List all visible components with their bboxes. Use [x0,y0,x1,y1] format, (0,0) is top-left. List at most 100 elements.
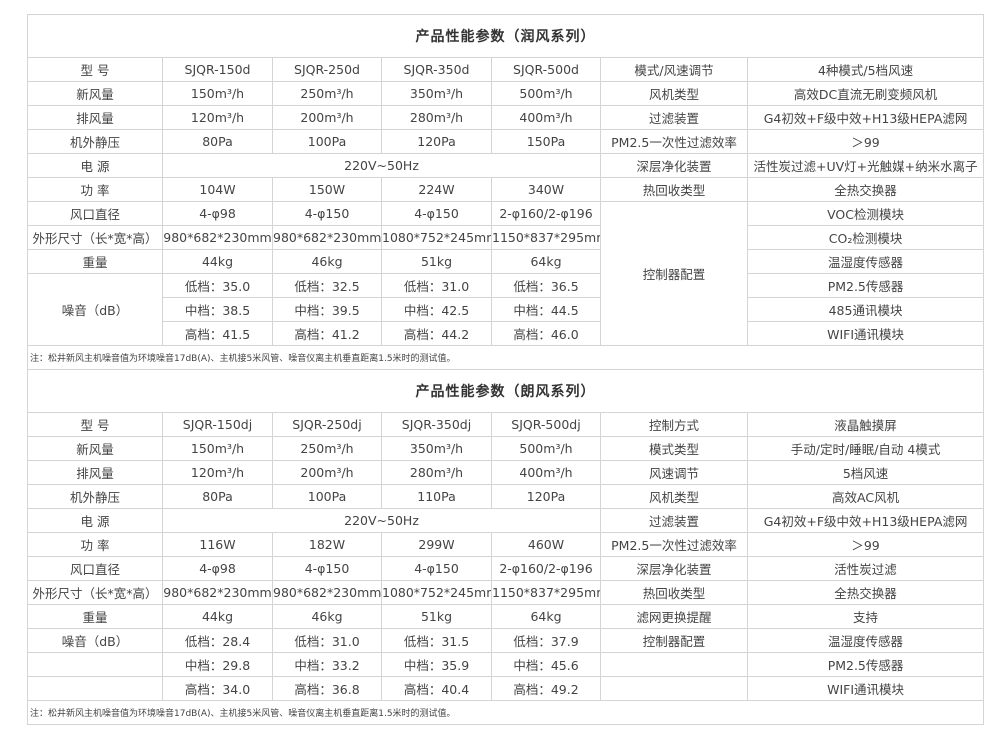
table-row: 机外静压 80Pa 100Pa 120Pa 150Pa PM2.5一次性过滤效率 ＞99 [27,129,985,154]
model-value: SJQR-150dj [162,412,273,437]
model-value: 350m³/h [381,81,492,106]
feature-label: 过滤装置 [600,105,748,130]
feature-value: 全热交换器 [746,580,985,605]
table-row: 风口直径 4-φ98 4-φ150 4-φ150 2-φ160/2-φ196 深层净化装置… [27,556,985,581]
model-value: 299W [381,532,492,557]
model-value: 44kg [162,604,273,629]
model-value: 980*682*230mm [162,225,273,250]
model-value: 100Pa [272,129,382,154]
model-value: 高档：41.2 [272,321,382,346]
model-value: 44kg [162,249,273,274]
model-value: 低档：32.5 [272,273,382,298]
model-value: 低档：37.9 [491,628,601,653]
model-value: 80Pa [162,129,273,154]
model-value: 980*682*230mm [162,580,273,605]
model-value: 高档：49.2 [491,676,601,701]
model-value: 51kg [381,249,492,274]
model-value: SJQR-500dj [491,412,601,437]
feature-value: 4种模式/5档风速 [746,57,985,82]
model-value: 4-φ150 [272,201,382,226]
model-value: 高档：41.5 [162,321,273,346]
feature-label: 风速调节 [600,460,748,485]
feature-value: PM2.5传感器 [746,273,985,298]
row-label: 功 率 [27,532,163,557]
table-row: 电 源 220V~50Hz 过滤装置 G4初效+F级中效+H13级HEPA滤网 [27,508,985,533]
row-label: 风口直径 [27,201,163,226]
feature-value: WIFI通讯模块 [746,321,985,346]
model-value: 1080*752*245mm [381,580,492,605]
model-value: 150m³/h [162,436,273,461]
model-value: 104W [162,177,273,202]
note-row: 注：松井新风主机噪音值为环境噪音17dB(A)、主机接5米风管、噪音仪离主机垂直… [26,700,985,725]
model-value: 64kg [491,604,601,629]
spec-table-0: 产品性能参数（润风系列）型 号 SJQR-150d SJQR-250d SJQR-35… [26,14,985,370]
table-row: 高档：41.5 高档：41.2 高档：44.2 高档：46.0 WIFI通讯模块 [28,321,985,346]
model-value: 高档：46.0 [491,321,601,346]
model-value: 120Pa [491,484,601,509]
feature-value: 全热交换器 [746,177,985,202]
model-value: 120Pa [381,129,492,154]
model-value: 高档：34.0 [162,676,273,701]
row-label: 外形尺寸（长*宽*高） [27,580,163,605]
model-value: 低档：31.0 [381,273,492,298]
model-value: 低档：28.4 [162,628,273,653]
spec-table-1: 产品性能参数（朗风系列）型 号 SJQR-150dj SJQR-250dj SJQR-… [26,370,985,725]
model-value: 46kg [272,249,382,274]
model-value: 中档：33.2 [272,652,382,677]
model-value: 150W [272,177,382,202]
model-value: 500m³/h [491,436,601,461]
row-label: 机外静压 [27,129,163,154]
table-row: 外形尺寸（长*宽*高） 980*682*230mm 980*682*230mm 108… [27,580,985,605]
model-value: 460W [491,532,601,557]
table-row: 型 号 SJQR-150dj SJQR-250dj SJQR-350dj SJQR-50… [27,412,985,437]
feature-value: 活性炭过滤+UV灯+光触媒+纳米水离子 [746,153,985,178]
table-row: 高档：34.0 高档：36.8 高档：40.4 高档：49.2 WIFI通讯模块 [27,676,985,701]
table-row: 新风量 150m³/h 250m³/h 350m³/h 500m³/h 模式类型 手动/定时… [27,436,985,461]
model-value: 2-φ160/2-φ196 [491,201,601,226]
model-value: SJQR-350d [381,57,492,82]
feature-value: 支持 [746,604,985,629]
model-value: 低档：35.0 [162,273,273,298]
row-label: 电 源 [27,153,163,178]
feature-value: ＞99 [746,129,985,154]
row-label: 机外静压 [27,484,163,509]
feature-value: 液晶触摸屏 [746,412,985,437]
table-row: 重量 44kg 46kg 51kg 64kg 温湿度传感器 [27,249,985,274]
feature-label: 控制器配置 [600,628,748,653]
model-value: 46kg [272,604,382,629]
feature-label: 热回收类型 [600,580,748,605]
row-label: 噪音（dB） [27,628,163,653]
table-row: 新风量 150m³/h 250m³/h 350m³/h 500m³/h 风机类型 高效DC直… [27,81,985,106]
model-value: 中档：35.9 [381,652,492,677]
model-value: 350m³/h [381,436,492,461]
model-value: SJQR-350dj [381,412,492,437]
feature-value: 5档风速 [746,460,985,485]
feature-value: PM2.5传感器 [746,652,985,677]
model-value: 低档：31.0 [272,628,382,653]
table-row: 噪音（dB） 低档：35.0 低档：32.5 低档：31.0 低档：36.5 PM2.5传… [27,273,985,346]
feature-label: 控制器配置 [600,201,748,346]
feature-label [600,676,748,701]
row-label: 噪音（dB） [27,273,163,346]
row-label [27,652,163,677]
model-value: 500m³/h [491,81,601,106]
model-value: 低档：36.5 [491,273,601,298]
model-value: 51kg [381,604,492,629]
model-value: SJQR-250dj [272,412,382,437]
feature-value: 温湿度传感器 [746,628,985,653]
feature-value: 温湿度传感器 [746,249,985,274]
model-value: 150m³/h [162,81,273,106]
model-value: 4-φ98 [162,556,273,581]
model-value: 2-φ160/2-φ196 [491,556,601,581]
table-row: 风口直径 4-φ98 4-φ150 4-φ150 2-φ160/2-φ196 控制器配置 V… [27,201,985,346]
table-row: 中档：29.8 中档：33.2 中档：35.9 中档：45.6 PM2.5传感器 [27,652,985,677]
feature-value: 手动/定时/睡眠/自动 4模式 [746,436,985,461]
table-row: 排风量 120m³/h 200m³/h 280m³/h 400m³/h 风速调节 5档风速 [27,460,985,485]
model-value: 高档：44.2 [381,321,492,346]
model-value: 980*682*230mm [272,580,382,605]
model-value: 中档：39.5 [272,297,382,322]
feature-label: 滤网更换提醒 [600,604,748,629]
model-value: 120m³/h [162,460,273,485]
model-value: 80Pa [162,484,273,509]
table-row: 功 率 104W 150W 224W 340W 热回收类型 全热交换器 [27,177,985,202]
